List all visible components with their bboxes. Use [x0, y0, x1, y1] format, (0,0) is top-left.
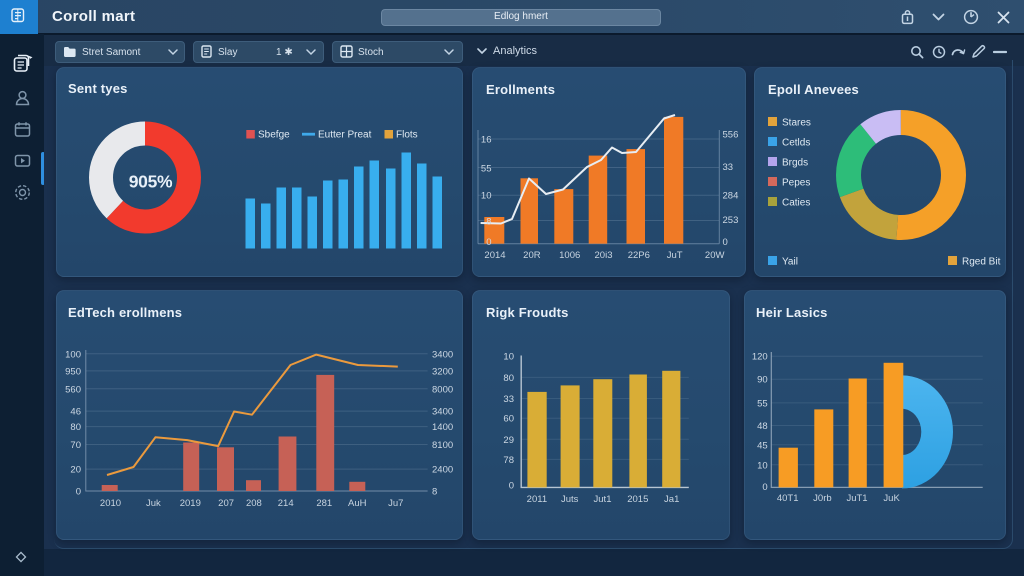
svg-text:0: 0	[723, 237, 728, 248]
svg-text:Rged Bit: Rged Bit	[962, 257, 1001, 268]
svg-text:560: 560	[65, 384, 81, 395]
svg-text:556: 556	[723, 130, 739, 141]
svg-text:AuH: AuH	[348, 498, 367, 509]
svg-text:0: 0	[762, 482, 767, 493]
svg-text:2010: 2010	[100, 498, 121, 509]
svg-text:20R: 20R	[523, 250, 541, 261]
svg-text:120: 120	[752, 352, 768, 363]
svg-text:905%: 905%	[129, 172, 173, 192]
svg-text:90: 90	[757, 375, 768, 386]
svg-text:Juk: Juk	[146, 498, 161, 509]
svg-text:33: 33	[503, 394, 514, 405]
svg-text:1400: 1400	[432, 422, 453, 433]
svg-text:2015: 2015	[627, 494, 648, 505]
svg-text:16: 16	[481, 135, 492, 146]
svg-text:Jut1: Jut1	[594, 494, 612, 505]
svg-text:Brgds: Brgds	[782, 158, 808, 169]
svg-text:JuK: JuK	[883, 493, 900, 504]
svg-text:0: 0	[76, 487, 81, 498]
svg-text:22P6: 22P6	[628, 250, 650, 261]
svg-text:2019: 2019	[180, 498, 201, 509]
svg-text:Cetlds: Cetlds	[782, 138, 810, 149]
svg-text:J0rb: J0rb	[813, 493, 831, 504]
svg-text:80: 80	[503, 373, 514, 384]
svg-text:8: 8	[486, 217, 491, 228]
svg-text:Yail: Yail	[782, 257, 798, 268]
svg-text:JuT1: JuT1	[846, 493, 867, 504]
svg-text:10: 10	[503, 352, 514, 363]
svg-text:33: 33	[723, 162, 734, 173]
svg-text:3400: 3400	[432, 407, 453, 418]
svg-text:2400: 2400	[432, 465, 453, 476]
svg-text:207: 207	[218, 498, 234, 509]
svg-text:284: 284	[723, 191, 739, 202]
svg-text:214: 214	[278, 498, 294, 509]
svg-text:29: 29	[503, 435, 514, 446]
svg-text:950: 950	[65, 366, 81, 377]
svg-text:8000: 8000	[432, 384, 453, 395]
svg-text:55: 55	[481, 164, 492, 175]
svg-text:208: 208	[246, 498, 262, 509]
svg-text:0: 0	[509, 480, 514, 491]
svg-text:20: 20	[70, 465, 81, 476]
svg-text:10: 10	[757, 460, 768, 471]
svg-text:40T1: 40T1	[777, 493, 799, 504]
svg-text:60: 60	[503, 414, 514, 425]
svg-text:100: 100	[65, 349, 81, 360]
svg-text:2011: 2011	[527, 494, 547, 505]
svg-text:3200: 3200	[432, 366, 453, 377]
svg-text:Pepes: Pepes	[782, 178, 810, 189]
svg-text:45: 45	[757, 440, 768, 451]
svg-text:70: 70	[70, 440, 81, 451]
svg-text:80: 80	[70, 422, 81, 433]
svg-text:3400: 3400	[432, 349, 453, 360]
svg-text:Ja1: Ja1	[664, 494, 679, 505]
svg-text:10: 10	[481, 191, 492, 202]
svg-text:Flots: Flots	[396, 130, 418, 141]
svg-text:0: 0	[486, 237, 491, 248]
svg-text:55: 55	[757, 398, 768, 409]
svg-text:Stares: Stares	[782, 118, 811, 129]
svg-text:8: 8	[432, 487, 437, 498]
svg-text:Ju7: Ju7	[388, 498, 403, 509]
svg-text:Juts: Juts	[561, 494, 579, 505]
svg-text:48: 48	[757, 421, 768, 432]
svg-text:JuT: JuT	[667, 250, 683, 261]
svg-text:281: 281	[316, 498, 332, 509]
svg-text:253: 253	[723, 215, 739, 226]
svg-text:20i3: 20i3	[595, 250, 613, 261]
svg-text:2014: 2014	[484, 250, 505, 261]
svg-text:78: 78	[503, 455, 514, 466]
svg-text:1006: 1006	[559, 250, 580, 261]
svg-text:Sbefge: Sbefge	[258, 130, 290, 141]
svg-text:8100: 8100	[432, 440, 453, 451]
svg-text:Caties: Caties	[782, 198, 810, 209]
svg-text:Eutter Preat: Eutter Preat	[318, 130, 372, 141]
svg-text:46: 46	[70, 407, 81, 418]
svg-text:20W: 20W	[705, 250, 725, 261]
